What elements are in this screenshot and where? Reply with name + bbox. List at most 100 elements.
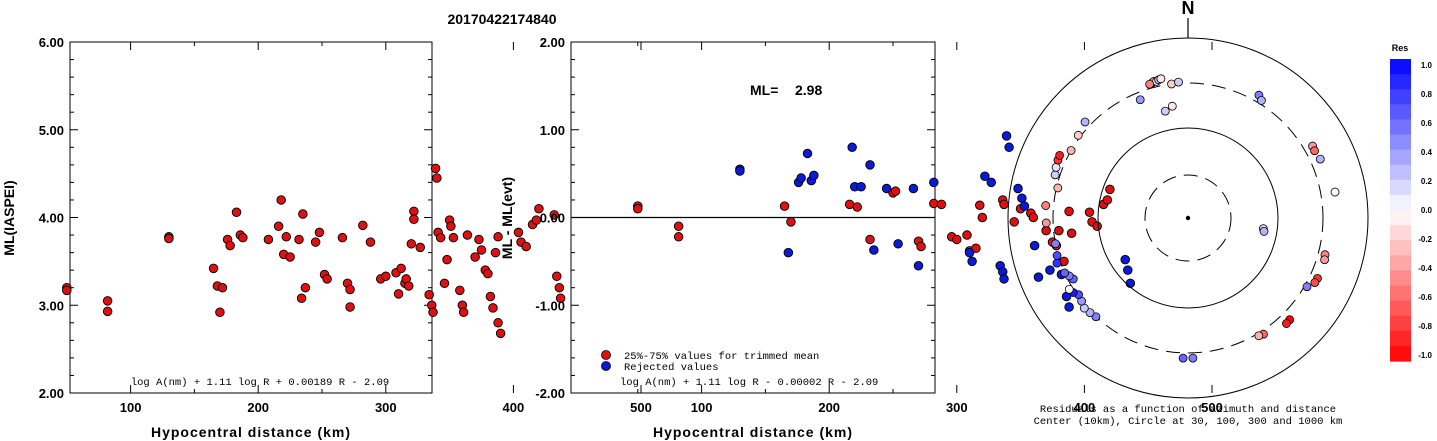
station-point [1330,187,1340,197]
data-point [238,232,248,243]
data-point [999,274,1009,284]
data-point [490,247,501,258]
data-point [1029,240,1040,251]
data-point [430,163,441,174]
data-point [458,307,469,318]
data-point [986,177,997,188]
data-point [409,214,419,225]
data-point [971,243,981,253]
data-point [337,232,348,243]
caption-line-2: Center (10km), Circle at 30, 100, 300 an… [1034,416,1343,428]
panel-1-ticks: 2.00 3.00 4.00 5.00 6.00 100 200 300 400 500 [39,35,652,415]
circle-30km [1144,174,1232,262]
data-point [495,328,506,339]
station-point [1167,101,1177,111]
legend-marker-rejected [601,361,611,371]
panel-1-xtick-label: 200 [247,400,269,415]
data-point [1004,142,1014,153]
data-point [779,201,790,211]
data-point [555,293,566,303]
data-point [276,195,286,205]
data-point [409,206,419,217]
data-point [1105,184,1115,195]
data-point [1064,302,1074,312]
data-point [916,241,926,252]
colorbar-tick-label: 0.0 [1421,206,1433,215]
data-point [294,234,304,245]
colorbar-swatch [1390,119,1411,136]
colorbar-swatch [1390,89,1411,105]
panel-2-xlabel: Hypocentral distance (km) [653,424,853,440]
station-point [1050,170,1060,180]
data-point [980,171,990,182]
station-point [1052,258,1062,268]
data-point [796,173,806,183]
data-point [435,232,446,243]
panel-ml-vs-distance: 2.00 3.00 4.00 5.00 6.00 100 200 300 400 500 ML(I… [1,35,652,440]
data-point [521,241,531,252]
panel-1-xlabel: Hypocentral distance (km) [151,424,351,440]
circle-100km [1097,127,1279,309]
circle-1000km [1007,37,1369,399]
colorbar-swatch [1390,345,1411,362]
ml-value: 2.98 [795,82,822,98]
colorbar-tick-label: 0.6 [1421,119,1433,128]
station-point [1156,74,1166,84]
data-point [493,318,503,328]
data-point [1064,206,1074,217]
panel-residual-vs-distance: -2.00 -1.00 0.00 1.00 2.00 100 200 300 400 500 ML… [499,35,1223,440]
colorbar-swatch [1390,149,1411,166]
data-point [1102,195,1113,205]
center-dot [1185,215,1191,221]
circle-300km [1052,82,1324,354]
panel-1-xtick-label: 400 [503,400,525,415]
data-point [439,278,450,289]
station-point [1174,77,1183,87]
data-point [847,142,857,153]
colorbar-tick-label: -0.2 [1418,235,1432,244]
data-point [415,242,426,253]
panel-2-points [633,131,1136,312]
data-point [952,234,962,245]
panel-1-ylabel: ML(IASPEI) [1,180,17,255]
panel-2-ytick-label: -1.00 [535,298,565,313]
data-point [890,186,901,196]
panel-2-xtick-label: 400 [1074,400,1096,415]
data-point [1054,225,1064,236]
data-point [428,307,438,318]
panel-1-xtick-label: 500 [630,400,652,415]
data-point [786,217,796,227]
colorbar-swatch [1390,134,1411,151]
data-point [865,234,875,245]
data-point [552,271,562,282]
panel-1-formula: log A(nm) + 1.11 log R + 0.00189 R - 2.0… [131,377,389,389]
station-point [1064,284,1074,294]
data-point [1019,201,1030,211]
data-point [852,202,863,212]
colorbar-tick-label: 0.8 [1421,90,1433,99]
colorbar-swatch [1390,179,1411,196]
data-point [673,221,684,232]
data-point [1041,225,1051,236]
panel-1-frame [69,41,433,394]
panel-1-ytick-label: 4.00 [39,211,64,226]
data-point [215,307,225,318]
data-point [446,221,456,232]
data-point [1123,265,1133,275]
data-point [967,256,977,267]
data-point [164,233,174,244]
data-point [217,282,228,293]
data-point [396,263,406,274]
station-point [1178,353,1188,363]
data-point [513,227,524,238]
data-point [1001,131,1012,141]
panel-1-xtick-label: 100 [120,400,142,415]
colorbar-swatch [1390,104,1411,120]
panel-2-xtick-label: 500 [1201,400,1223,415]
data-point [1017,193,1027,203]
panel-2-ytick-label: 2.00 [540,35,565,50]
panel-2-ytick-label: -2.00 [535,386,565,401]
colorbar-tick-label: -0.6 [1418,293,1432,302]
data-point [856,182,866,192]
